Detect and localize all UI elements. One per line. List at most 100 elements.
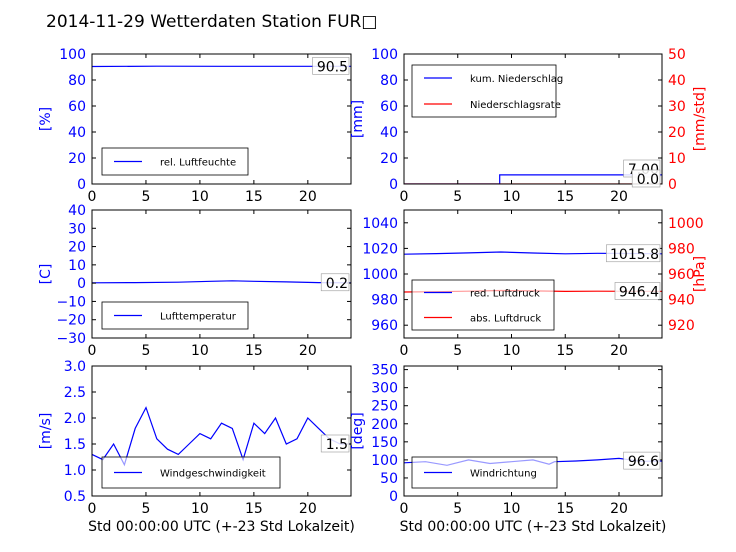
y-tick-label: −10 [56, 294, 86, 310]
y-tick-label-right: 0 [668, 177, 677, 193]
x-tick-label: 15 [245, 189, 263, 205]
x-tick-label: 20 [610, 189, 628, 205]
x-tick-label: 15 [556, 189, 574, 205]
y-tick-label: 3.0 [64, 359, 86, 375]
legend-entry-label: Niederschlagsrate [470, 100, 561, 111]
x-tick-label: 15 [556, 343, 574, 359]
value-label: 0.0 [637, 172, 659, 188]
y-tick-label: 1040 [362, 216, 398, 232]
y-tick-label-right: 40 [668, 73, 686, 89]
plot-frame [403, 365, 663, 497]
x-tick-label: 20 [610, 501, 628, 517]
value-label: 96.6 [628, 454, 659, 470]
y-tick-label: 300 [371, 381, 398, 397]
plot-frame [91, 53, 352, 185]
y-tick-label-right: 10 [668, 151, 686, 167]
y-tick-label: 0 [389, 177, 398, 193]
value-label: 1.5 [326, 437, 348, 453]
legend-box [411, 279, 555, 331]
x-tick-label: 5 [141, 343, 150, 359]
y-axis-label-right: [mm/std] [692, 87, 708, 152]
x-tick-label: 0 [88, 501, 97, 517]
y-tick-label: 1.0 [64, 463, 86, 479]
x-tick-label: 5 [453, 343, 462, 359]
x-tick-label: 20 [299, 189, 317, 205]
x-tick-label: 15 [556, 501, 574, 517]
y-tick-label: 0.5 [64, 489, 86, 505]
y-axis-label-right: [hPa] [692, 256, 708, 292]
y-tick-label: 20 [380, 151, 398, 167]
value-label-box [606, 244, 661, 263]
x-axis-label: Std 00:00:00 UTC (+-23 Std Lokalzeit) [400, 519, 667, 535]
x-tick-label: 0 [400, 501, 409, 517]
y-tick-label: 40 [380, 125, 398, 141]
x-tick-label: 15 [245, 343, 263, 359]
y-tick-label: 1000 [362, 267, 398, 283]
x-tick-label: 5 [141, 189, 150, 205]
x-axis-label: Std 00:00:00 UTC (+-23 Std Lokalzeit) [88, 519, 355, 535]
series-line-precipitation-0 [404, 174, 662, 184]
y-tick-label: 0 [77, 276, 86, 292]
legend-entry-label: Windgeschwindigkeit [160, 469, 266, 480]
value-label-box [623, 451, 661, 470]
y-tick-label: 250 [371, 399, 398, 415]
panel-precipitation: 0 5 10 15 20 0 20 40 60 80 100 0 10 20 30 40 50 [mm] [mm/s… [350, 47, 708, 205]
series-line-windspeed-0 [92, 406, 351, 467]
value-label-box [312, 57, 350, 75]
panel-pressure: 0 5 10 15 20 960 980 1000 1020 1040 920 940 960 980 10… [362, 209, 708, 359]
legend-entry-label: Windrichtung [470, 469, 537, 480]
y-tick-label: 50 [380, 471, 398, 487]
x-tick-label: 20 [299, 501, 317, 517]
y-tick-label: 60 [380, 99, 398, 115]
value-label-box [614, 282, 661, 300]
y-tick-label: 100 [371, 453, 398, 469]
y-tick-label: −30 [56, 331, 86, 347]
value-label: 90.5 [317, 59, 348, 75]
legend-entry-label: Lufttemperatur [160, 312, 237, 323]
value-label: 946.4 [619, 284, 659, 300]
x-tick-label: 10 [191, 189, 209, 205]
figure-title: 2014-11-29 Wetterdaten Station FUR□ [46, 12, 377, 32]
y-tick-label-right: 960 [668, 267, 695, 283]
y-tick-label-right: 30 [668, 99, 686, 115]
legend-entry-label: red. Luftdruck [470, 289, 540, 300]
value-label: 1015.8 [610, 247, 659, 263]
y-tick-label: 2.0 [64, 411, 86, 427]
y-tick-label: 2.5 [64, 385, 86, 401]
y-tick-label-right: 940 [668, 293, 695, 309]
y-tick-label: 20 [68, 151, 86, 167]
x-tick-label: 5 [453, 501, 462, 517]
y-tick-label: 980 [371, 293, 398, 309]
legend-entry-label: rel. Luftfeuchte [160, 158, 236, 169]
y-tick-label: 100 [371, 47, 398, 63]
x-tick-label: 15 [245, 501, 263, 517]
y-tick-label: 20 [68, 240, 86, 256]
y-tick-label: 40 [68, 203, 86, 219]
x-tick-label: 0 [400, 189, 409, 205]
y-tick-label: 30 [68, 221, 86, 237]
y-axis-label: [C] [38, 264, 54, 285]
y-tick-label: 960 [371, 318, 398, 334]
x-tick-label: 10 [191, 343, 209, 359]
y-tick-label-right: 920 [668, 318, 695, 334]
x-tick-label: 20 [610, 343, 628, 359]
x-tick-label: 10 [503, 189, 521, 205]
plot-frame [403, 53, 663, 185]
y-tick-label: 10 [68, 258, 86, 274]
y-tick-label: −20 [56, 313, 86, 329]
y-tick-label: 0 [77, 177, 86, 193]
panel-windspeed: 0 5 10 15 20 0.5 1.0 1.5 2.0 2.5 3.0 [m/s] Std 00:00… [38, 359, 355, 535]
x-tick-label: 5 [141, 501, 150, 517]
legend-entry-label: kum. Niederschlag [470, 74, 563, 85]
plot-frame [91, 365, 352, 497]
y-tick-label-right: 20 [668, 125, 686, 141]
plot-frame [91, 209, 352, 339]
x-tick-label: 0 [88, 189, 97, 205]
panel-temperature: 0 5 10 15 20 −30 −20 −10 0 10 20 30 40 [C] Lufttempera… [38, 203, 352, 359]
x-tick-label: 10 [503, 343, 521, 359]
value-label-box [320, 273, 350, 292]
y-tick-label: 350 [371, 363, 398, 379]
